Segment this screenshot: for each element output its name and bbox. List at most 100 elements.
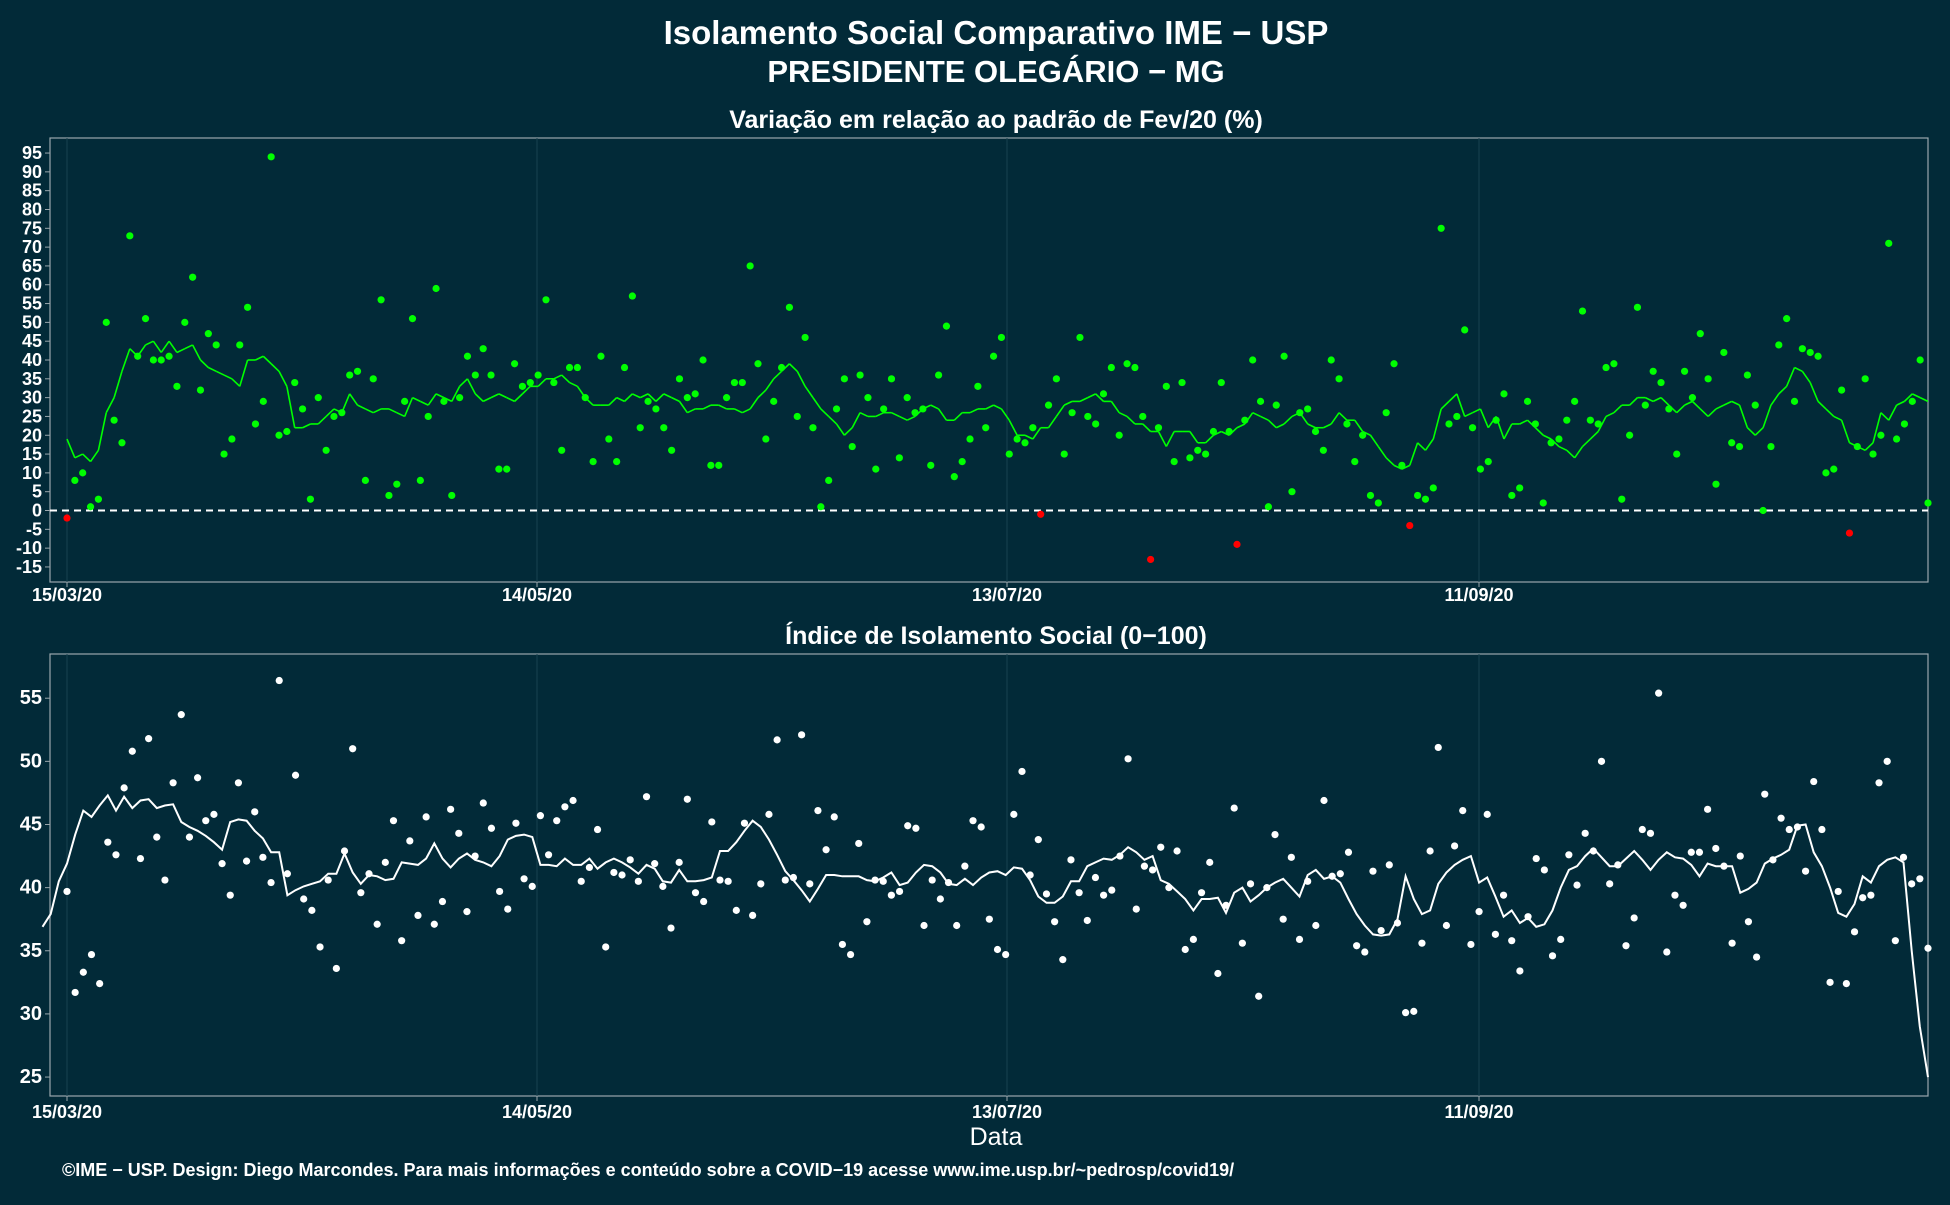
panel-isolation-index: 15/03/20 14/05/20 13/07/20 11/09/20 25 30 35 40…	[20, 653, 1932, 1122]
idx-data-point	[1704, 805, 1712, 813]
idx-data-point	[1875, 779, 1883, 787]
var-data-point	[487, 371, 495, 379]
idx-data-point	[1075, 889, 1083, 897]
var-avg-segment	[835, 423, 846, 436]
idx-x-tick-label: 11/09/20	[1444, 1102, 1513, 1122]
var-avg-segment	[1864, 442, 1874, 451]
var-data-point	[1288, 488, 1296, 496]
idx-data-point	[846, 950, 855, 959]
var-avg-segment	[1597, 416, 1607, 432]
idx-data-point	[1353, 942, 1361, 950]
var-data-point	[581, 394, 589, 402]
var-data-point	[864, 394, 872, 402]
idx-data-point	[1450, 842, 1459, 850]
var-data-point	[1429, 484, 1437, 492]
var-data-point	[1374, 499, 1382, 507]
idx-data-point	[561, 803, 569, 811]
var-data-point	[1798, 345, 1806, 353]
idx-data-point	[610, 868, 618, 877]
var-data-point	[565, 363, 574, 372]
var-data-point	[730, 378, 739, 387]
var-data-point	[1578, 307, 1587, 315]
var-avg-segment	[647, 393, 657, 402]
var-data-point	[267, 153, 275, 161]
var-avg-segment	[1000, 408, 1010, 421]
var-avg-segment	[1534, 427, 1544, 436]
var-data-point	[1680, 367, 1689, 375]
idx-data-point	[1793, 823, 1802, 831]
var-avg-segment	[1283, 415, 1293, 425]
idx-data-point	[993, 945, 1002, 954]
var-data-point	[1924, 499, 1932, 507]
idx-data-point	[79, 968, 87, 976]
var-data-point	[94, 495, 103, 503]
var-avg-segment	[906, 415, 916, 421]
var-data-point	[1209, 427, 1218, 436]
var-data-point	[1696, 330, 1704, 338]
var-data-point	[165, 352, 173, 360]
idx-data-point	[1067, 856, 1075, 864]
idx-data-point	[128, 747, 136, 755]
idx-data-point	[1034, 836, 1042, 844]
idx-data-point	[936, 895, 944, 903]
idx-data-point	[300, 895, 308, 903]
idx-data-point	[357, 889, 365, 897]
var-avg-segment	[1079, 396, 1089, 403]
idx-data-point	[202, 817, 210, 825]
var-data-point	[471, 371, 479, 379]
idx-data-point	[1312, 921, 1320, 930]
idx-y-tick-label: 40	[20, 877, 42, 899]
var-avg-segment	[1519, 419, 1528, 425]
idx-data-point	[789, 873, 798, 882]
var-data-point	[675, 375, 684, 383]
var-avg-segment	[1087, 393, 1096, 399]
idx-data-point	[1883, 757, 1891, 765]
panel2-title: Índice de Isolamento Social (0−100)	[785, 621, 1207, 650]
idx-data-point	[1924, 944, 1932, 952]
var-avg-segment	[1205, 434, 1214, 444]
var-data-point	[204, 330, 212, 338]
var-data-point	[1484, 457, 1492, 466]
var-data-point	[1021, 439, 1029, 447]
var-avg-segment	[1809, 382, 1819, 402]
var-avg-segment	[875, 411, 884, 418]
var-avg-segment	[930, 404, 939, 410]
var-x-tick-label: 14/05/20	[502, 585, 572, 605]
var-data-point	[1413, 491, 1422, 500]
var-avg-segment	[1189, 431, 1199, 444]
var-data-point	[660, 424, 668, 432]
var-avg-segment	[1573, 446, 1584, 459]
var-avg-segment	[420, 400, 429, 406]
idx-data-point	[487, 824, 496, 832]
var-data-point	[1571, 397, 1579, 405]
var-avg-segment	[184, 344, 193, 350]
var-data-point	[1775, 341, 1783, 349]
idx-data-point	[1361, 948, 1369, 956]
idx-data-point	[1393, 919, 1402, 927]
idx-data-point	[1663, 948, 1671, 956]
var-avg-segment	[66, 438, 76, 459]
idx-x-tick-label: 15/03/20	[32, 1102, 102, 1122]
var-y-tick-label: -15	[16, 557, 42, 577]
var-data-point	[848, 442, 856, 451]
var-data-point	[1186, 454, 1194, 462]
var-data-point	[1657, 378, 1665, 387]
var-avg-segment	[89, 449, 100, 463]
idx-data-point	[1565, 851, 1573, 859]
var-data-point	[1618, 495, 1626, 503]
idx-data-point	[161, 876, 169, 884]
idx-data-point	[242, 857, 251, 865]
var-avg-segment	[788, 363, 798, 372]
idx-data-point	[708, 818, 716, 826]
var-data-point	[1602, 363, 1610, 372]
var-data-point	[935, 371, 943, 379]
var-avg-segment	[1778, 385, 1788, 395]
var-avg-segment	[1731, 400, 1740, 406]
var-avg-segment	[262, 355, 272, 365]
idx-data-point	[324, 876, 332, 884]
var-data-point	[1178, 378, 1186, 387]
var-avg-segment	[678, 400, 688, 414]
idx-data-point	[1687, 848, 1695, 856]
var-avg-segment	[1794, 366, 1803, 373]
var-y-tick-label: 5	[32, 482, 42, 502]
